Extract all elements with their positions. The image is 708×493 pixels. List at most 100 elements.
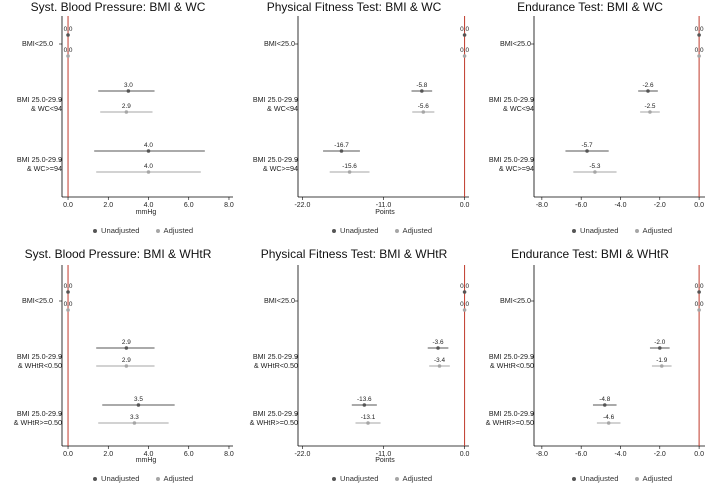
point-estimate xyxy=(697,54,701,58)
point-estimate xyxy=(136,403,141,407)
forest-plot: -22.0 -11.0 0.0 0.0 -3.6 -13.6 0.0 -3.4 -13.1 xyxy=(294,265,470,458)
legend-marker-unadjusted xyxy=(93,229,97,233)
data-label: 2.9 xyxy=(122,103,131,110)
legend: Unadjusted Adjusted xyxy=(572,226,672,235)
x-tick-label: 0.0 xyxy=(694,202,704,209)
legend-label-adjusted: Adjusted xyxy=(163,226,194,235)
category-label-line2: & WC<94 xyxy=(31,104,62,113)
category-label: BMI<25.0 xyxy=(500,39,531,48)
x-axis-label: Points xyxy=(375,457,395,464)
category-label-line1: BMI 25.0-29.9 xyxy=(252,95,298,104)
chart-title: Syst. Blood Pressure: BMI & WHtR xyxy=(24,247,212,261)
point-estimate xyxy=(421,110,426,114)
point-estimate xyxy=(339,149,344,153)
data-label: 4.0 xyxy=(144,163,153,170)
point-estimate xyxy=(697,308,701,312)
category-label: BMI 25.0-29.9 & WC<94 xyxy=(476,95,534,113)
point-estimate xyxy=(437,364,442,368)
chart-title: Physical Fitness Test: BMI & WC xyxy=(266,0,442,14)
data-label: 0.0 xyxy=(695,26,704,33)
category-label: BMI 25.0-29.9 & WHtR<0.50 xyxy=(0,352,62,370)
x-axis-label: mmHg xyxy=(135,209,157,216)
legend-label-unadjusted: Unadjusted xyxy=(580,474,619,483)
category-label-line2: & WC>=94 xyxy=(498,164,534,173)
x-tick-label: -11.0 xyxy=(376,202,392,209)
category-label: BMI<25.0 xyxy=(500,296,531,305)
category-label-line2: & WC<94 xyxy=(267,104,298,113)
data-label: 2.9 xyxy=(122,357,131,364)
point-estimate xyxy=(436,346,440,350)
point-estimate xyxy=(697,33,701,37)
data-label: -4.8 xyxy=(599,396,610,403)
x-tick-label: 0.0 xyxy=(460,202,470,209)
category-label-line1: BMI<25.0 xyxy=(500,296,531,305)
data-label: 0.0 xyxy=(695,47,704,54)
category-label-line1: BMI 25.0-29.9 xyxy=(488,95,534,104)
legend-marker-adjusted xyxy=(634,477,639,481)
point-estimate xyxy=(347,170,352,174)
data-label: 4.0 xyxy=(144,142,153,149)
category-label: BMI 25.0-29.9 & WC>=94 xyxy=(240,155,298,173)
x-tick-label: -2.0 xyxy=(654,451,666,458)
x-tick-label: -6.0 xyxy=(575,202,587,209)
legend-label-unadjusted: Unadjusted xyxy=(580,226,619,235)
data-label: -1.9 xyxy=(656,357,667,364)
category-label-line2: & WC>=94 xyxy=(262,164,298,173)
point-estimate xyxy=(126,89,131,93)
category-label-line2: & WC<94 xyxy=(503,104,534,113)
point-estimate xyxy=(132,421,137,425)
x-tick-label: 2.0 xyxy=(103,202,113,209)
data-label: 3.0 xyxy=(124,82,133,89)
x-tick-label: 0.0 xyxy=(694,451,704,458)
chart-panel-fitness-wc: Physical Fitness Test: BMI & WC -22.0 -11… xyxy=(236,0,472,246)
category-label-line1: BMI 25.0-29.9 xyxy=(252,352,298,361)
data-label: -5.8 xyxy=(416,82,427,89)
data-label: -2.5 xyxy=(644,103,655,110)
data-label: -13.6 xyxy=(357,396,372,403)
data-label: 0.0 xyxy=(695,283,704,290)
point-estimate xyxy=(659,364,664,368)
legend-label-unadjusted: Unadjusted xyxy=(340,474,379,483)
legend-marker-unadjusted xyxy=(332,477,336,481)
legend-label-unadjusted: Unadjusted xyxy=(101,474,140,483)
x-tick-label: -8.0 xyxy=(536,451,548,458)
chart-title: Endurance Test: BMI & WHtR xyxy=(511,247,669,261)
legend: Unadjusted Adjusted xyxy=(332,226,432,235)
data-label: 0.0 xyxy=(64,47,73,54)
point-estimate xyxy=(462,290,467,294)
category-label-line1: BMI 25.0-29.9 xyxy=(252,409,298,418)
category-label-line1: BMI<25.0 xyxy=(500,39,531,48)
legend-marker-adjusted xyxy=(394,477,399,481)
point-estimate xyxy=(362,403,367,407)
x-tick-label: -22.0 xyxy=(294,451,310,458)
point-estimate xyxy=(124,364,129,368)
point-estimate xyxy=(66,290,70,294)
x-tick-label: 4.0 xyxy=(144,451,154,458)
legend-marker-unadjusted xyxy=(93,477,97,481)
legend: Unadjusted Adjusted xyxy=(93,226,193,235)
category-label-line2: & WHtR<0.50 xyxy=(253,361,298,370)
category-label: BMI<25.0 xyxy=(22,39,53,48)
point-estimate xyxy=(146,170,151,174)
x-tick-label: 8.0 xyxy=(224,451,234,458)
forest-plot: -8.0 -6.0 -4.0 -2.0 0.0 0.0 -2.0 -4.8 0.0 -1.9 -4.… xyxy=(531,265,705,458)
data-label: 3.3 xyxy=(130,414,139,421)
x-tick-label: -4.0 xyxy=(614,202,626,209)
point-estimate xyxy=(585,149,589,153)
data-label: -3.4 xyxy=(434,357,445,364)
point-estimate xyxy=(462,308,467,312)
data-label: -3.6 xyxy=(433,339,444,346)
category-label: BMI<25.0 xyxy=(264,296,295,305)
category-label: BMI 25.0-29.9 & WC<94 xyxy=(4,95,62,113)
data-label: -16.7 xyxy=(334,142,349,149)
legend-label-adjusted: Adjusted xyxy=(163,474,194,483)
legend-label-adjusted: Adjusted xyxy=(642,226,673,235)
category-label-line1: BMI 25.0-29.9 xyxy=(16,352,62,361)
category-label: BMI 25.0-29.9 & WHtR<0.50 xyxy=(472,352,534,370)
category-label-line1: BMI<25.0 xyxy=(22,296,53,305)
data-label: -2.0 xyxy=(654,339,665,346)
category-label: BMI<25.0 xyxy=(264,39,295,48)
data-label: 0.0 xyxy=(460,47,469,54)
category-label: BMI 25.0-29.9 & WC>=94 xyxy=(4,155,62,173)
x-tick-label: 6.0 xyxy=(184,451,194,458)
